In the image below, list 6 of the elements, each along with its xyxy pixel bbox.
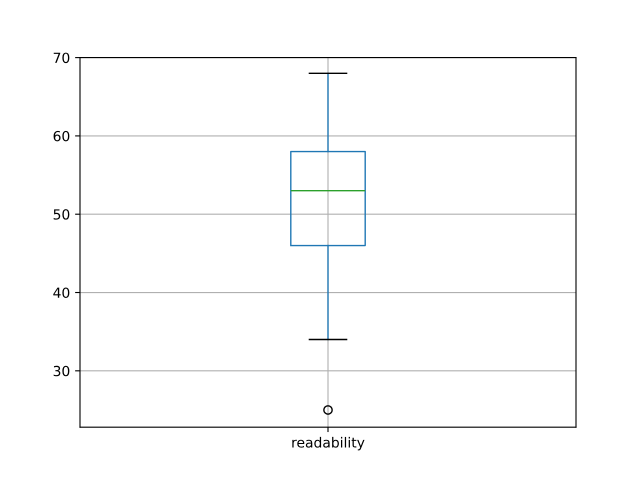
y-tick-label: 30 [54,366,70,376]
y-tick-label: 60 [54,130,70,142]
x-tick-label: readability [292,436,365,450]
y-tick-label: 70 [54,52,70,64]
y-tick-label: 50 [54,209,70,220]
y-tick-label: 40 [53,287,70,298]
